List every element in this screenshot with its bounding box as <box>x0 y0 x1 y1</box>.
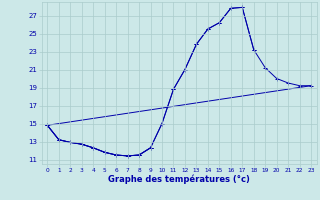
X-axis label: Graphe des températures (°c): Graphe des températures (°c) <box>108 175 250 184</box>
